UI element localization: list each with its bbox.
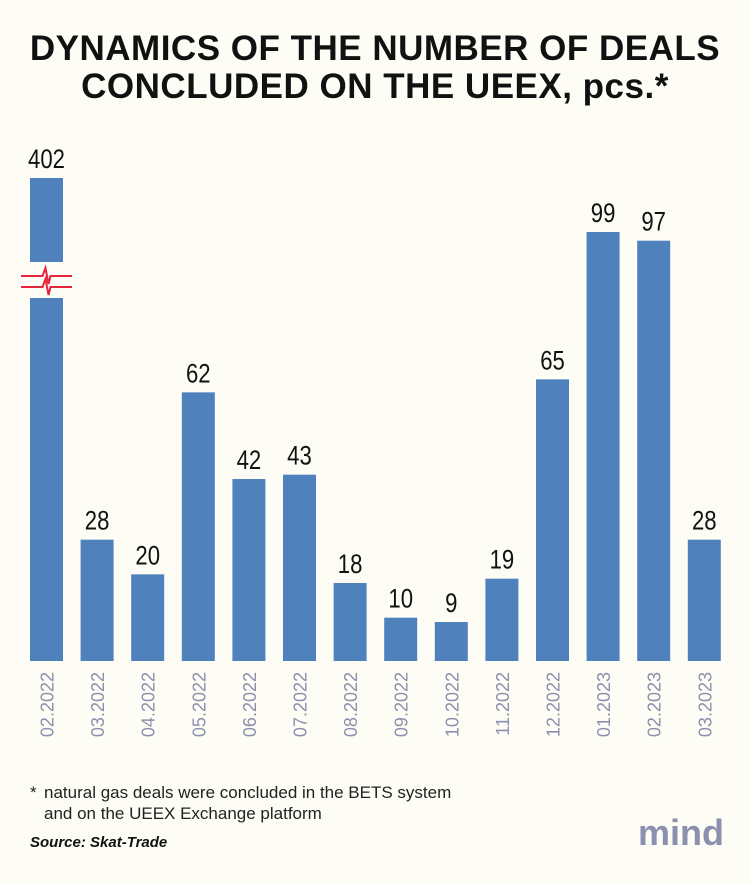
data-label: 99: [591, 199, 616, 229]
bar-05.2022: [181, 392, 215, 661]
x-tick-label: 05.2022: [189, 672, 209, 737]
bar-06.2022: [232, 479, 266, 661]
data-label: 42: [237, 446, 262, 476]
x-tick-label: 03.2023: [695, 672, 715, 737]
data-label: 43: [287, 442, 312, 472]
chart-title: DYNAMICS OF THE NUMBER OF DEALS CONCLUDE…: [0, 30, 750, 106]
x-tick-label: 02.2023: [645, 672, 665, 737]
x-tick-label: 06.2022: [240, 672, 260, 737]
bar-02.2022: [30, 178, 63, 661]
bar-01.2023: [586, 232, 620, 661]
x-tick-label: 09.2022: [392, 672, 412, 737]
x-tick-label: 12.2022: [544, 672, 564, 737]
x-tick-label: 11.2022: [493, 672, 513, 736]
data-label: 28: [85, 507, 110, 537]
bar-03.2022: [80, 539, 114, 661]
bar-07.2022: [283, 474, 316, 661]
footnote: * natural gas deals were concluded in th…: [30, 782, 451, 824]
x-tick-label: 08.2022: [341, 672, 361, 737]
data-label: 402: [28, 145, 65, 175]
axis-break-line: [21, 275, 72, 296]
x-tick-label: 02.2022: [38, 672, 58, 737]
data-label: 9: [445, 589, 457, 619]
data-label: 65: [540, 346, 565, 376]
x-tick-label: 10.2022: [442, 672, 462, 737]
bar-11.2022: [485, 578, 519, 661]
bar-08.2022: [333, 583, 367, 661]
data-label: 97: [641, 208, 666, 238]
data-label: 10: [388, 585, 413, 615]
data-label: 19: [490, 546, 515, 576]
footnote-marker: *: [30, 783, 37, 802]
bar-03.2023: [687, 539, 721, 661]
x-tick-label: 07.2022: [291, 672, 311, 737]
bar-09.2022: [384, 617, 418, 661]
footnote-line-1: natural gas deals were concluded in the …: [44, 783, 452, 802]
bar-02.2023: [637, 240, 671, 661]
x-tick-label: 03.2022: [88, 672, 108, 737]
data-label: 62: [186, 359, 211, 389]
title-line-1: DYNAMICS OF THE NUMBER OF DEALS: [29, 29, 721, 68]
title-line-2: CONCLUDED ON THE UEEX, pcs.*: [81, 67, 669, 106]
source-credit: Source: Skat-Trade: [30, 834, 168, 851]
bar-04.2022: [131, 574, 165, 661]
x-tick-label: 01.2023: [594, 672, 614, 737]
axis-break-line: [21, 264, 72, 285]
bar-12.2022: [536, 379, 569, 661]
x-tick-label: 04.2022: [139, 672, 159, 737]
bar-10.2022: [434, 622, 468, 661]
data-label: 18: [338, 550, 363, 580]
data-label: 28: [692, 507, 717, 537]
footnote-line-2: and on the UEEX Exchange platform: [44, 804, 322, 823]
data-label: 20: [135, 541, 160, 571]
mind-logo: mind: [638, 812, 724, 853]
